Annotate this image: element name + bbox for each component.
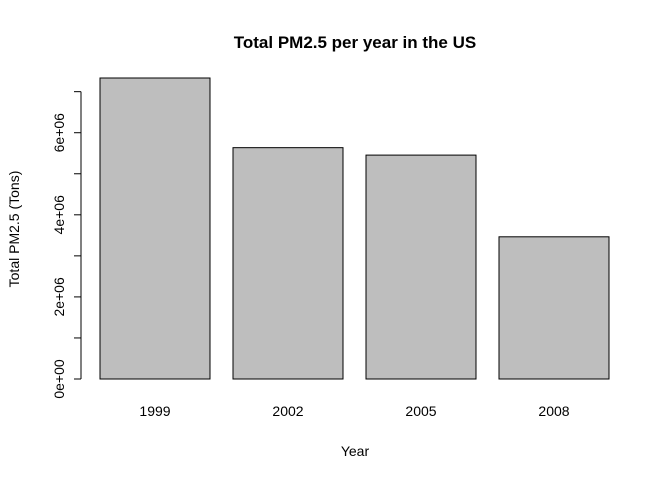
x-tick-labels: 1999 2002 2005 2008 [139,403,569,419]
bar-2002 [232,147,344,380]
bars-group [99,77,610,380]
x-axis-label: Year [341,443,370,459]
y-tick-label: 4e+06 [51,195,67,235]
x-tick-label: 2002 [272,403,303,419]
y-tick-label: 6e+06 [51,113,67,153]
y-axis-label: Total PM2.5 (Tons) [6,171,22,288]
bar-2008 [498,236,610,380]
y-tick-label: 0e+00 [51,359,67,399]
x-tick-label: 2008 [538,403,569,419]
y-axis: 0e+00 2e+06 4e+06 6e+06 [51,91,82,399]
bar-1999 [99,77,211,380]
chart-title: Total PM2.5 per year in the US [234,33,476,52]
bar-2005 [365,154,477,380]
y-tick-label: 2e+06 [51,277,67,317]
x-tick-label: 2005 [405,403,436,419]
x-tick-label: 1999 [139,403,170,419]
y-ticks: 0e+00 2e+06 4e+06 6e+06 [51,91,81,399]
